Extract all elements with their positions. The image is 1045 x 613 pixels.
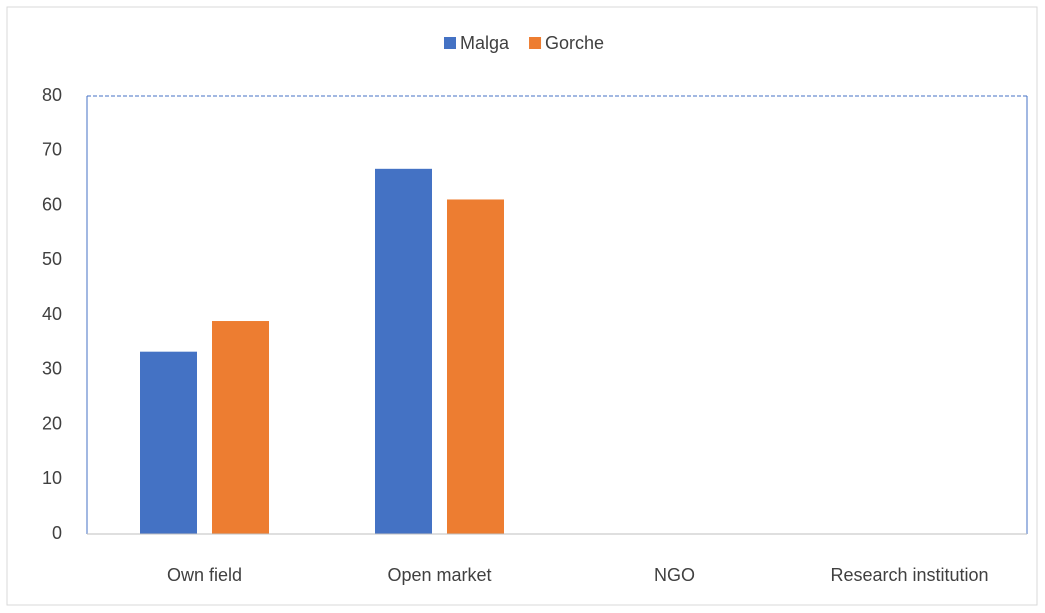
y-tick-label: 60	[42, 194, 62, 214]
y-tick-label: 40	[42, 304, 62, 324]
legend-label: Gorche	[545, 33, 604, 53]
bar	[375, 168, 432, 534]
bar	[140, 351, 197, 534]
y-tick-label: 50	[42, 249, 62, 269]
legend-label: Malga	[460, 33, 510, 53]
y-tick-label: 80	[42, 85, 62, 105]
bar	[212, 321, 269, 534]
x-tick-label: Open market	[387, 565, 491, 585]
y-tick-label: 20	[42, 413, 62, 433]
y-tick-label: 10	[42, 468, 62, 488]
bar	[447, 199, 504, 535]
legend-swatch	[529, 37, 542, 49]
x-tick-label: Research institution	[830, 565, 988, 585]
y-tick-label: 70	[42, 140, 62, 160]
y-tick-label: 30	[42, 359, 62, 379]
y-tick-label: 0	[52, 523, 62, 543]
x-tick-label: NGO	[654, 565, 695, 585]
legend-swatch	[444, 37, 456, 49]
x-tick-label: Own field	[167, 565, 242, 585]
